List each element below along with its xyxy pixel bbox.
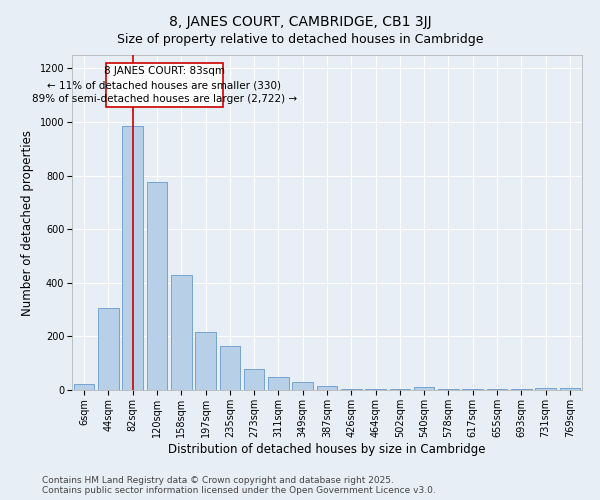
Bar <box>106 63 223 108</box>
Bar <box>317 386 337 390</box>
Text: 8, JANES COURT, CAMBRIDGE, CB1 3JJ: 8, JANES COURT, CAMBRIDGE, CB1 3JJ <box>169 15 431 29</box>
Bar <box>146 182 167 390</box>
Bar <box>98 308 119 390</box>
Bar <box>244 368 265 390</box>
Text: Size of property relative to detached houses in Cambridge: Size of property relative to detached ho… <box>117 32 483 46</box>
Bar <box>122 126 143 390</box>
Bar <box>292 382 313 390</box>
Bar <box>414 388 434 390</box>
X-axis label: Distribution of detached houses by size in Cambridge: Distribution of detached houses by size … <box>168 442 486 456</box>
Y-axis label: Number of detached properties: Number of detached properties <box>21 130 34 316</box>
Bar <box>268 376 289 390</box>
Text: Contains HM Land Registry data © Crown copyright and database right 2025.
Contai: Contains HM Land Registry data © Crown c… <box>42 476 436 495</box>
Bar <box>195 332 216 390</box>
Text: 89% of semi-detached houses are larger (2,722) →: 89% of semi-detached houses are larger (… <box>32 94 297 104</box>
Bar <box>535 388 556 390</box>
Bar <box>74 384 94 390</box>
Text: 8 JANES COURT: 83sqm: 8 JANES COURT: 83sqm <box>104 66 225 76</box>
Text: ← 11% of detached houses are smaller (330): ← 11% of detached houses are smaller (33… <box>47 80 281 90</box>
Bar <box>171 275 191 390</box>
Bar <box>220 346 240 390</box>
Bar <box>560 388 580 390</box>
